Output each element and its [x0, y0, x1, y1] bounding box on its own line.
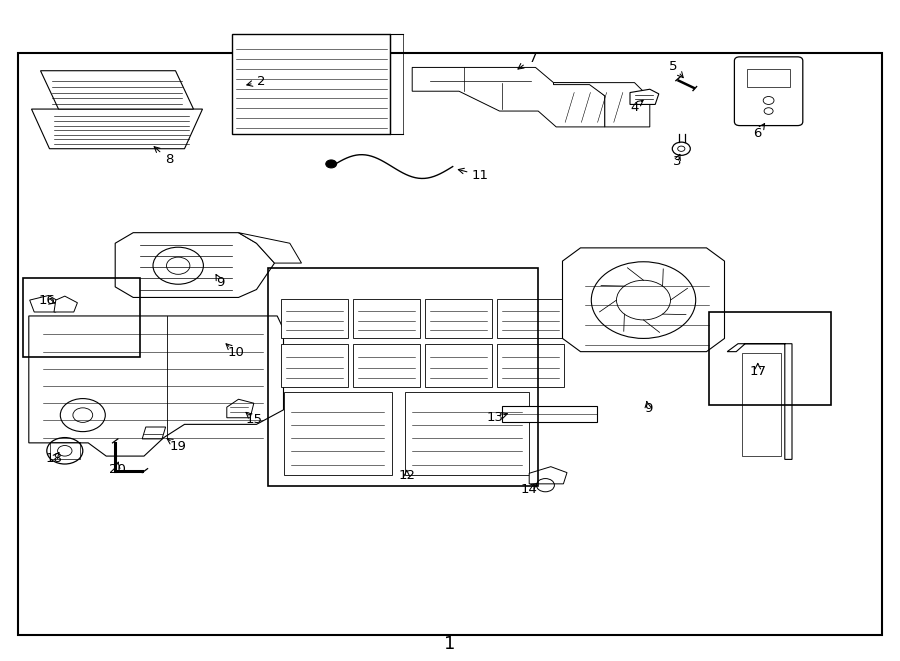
Bar — [405, 392, 529, 475]
Text: 5: 5 — [669, 59, 678, 73]
Polygon shape — [115, 233, 274, 297]
Text: 15: 15 — [246, 412, 262, 426]
Polygon shape — [529, 467, 567, 484]
Text: 12: 12 — [399, 469, 415, 483]
Bar — [268, 268, 538, 486]
Text: 7: 7 — [528, 52, 537, 65]
Bar — [50, 442, 80, 459]
Text: 9: 9 — [216, 276, 225, 290]
Text: 8: 8 — [165, 153, 174, 167]
Text: 14: 14 — [521, 483, 537, 496]
Polygon shape — [227, 399, 254, 418]
Text: 18: 18 — [46, 452, 62, 465]
Bar — [497, 299, 564, 338]
Polygon shape — [54, 296, 77, 312]
Bar — [502, 406, 597, 422]
Polygon shape — [29, 316, 284, 456]
Text: 6: 6 — [753, 127, 762, 140]
Polygon shape — [40, 71, 194, 109]
Bar — [747, 69, 790, 87]
Text: 10: 10 — [228, 346, 244, 360]
Polygon shape — [630, 89, 659, 104]
Text: 9: 9 — [644, 402, 652, 415]
Polygon shape — [238, 233, 302, 263]
Text: 13: 13 — [487, 411, 503, 424]
Bar — [284, 392, 392, 475]
FancyBboxPatch shape — [734, 57, 803, 126]
Bar — [22, 278, 140, 357]
Text: 20: 20 — [109, 463, 125, 476]
Text: 4: 4 — [630, 100, 639, 114]
Polygon shape — [554, 83, 650, 127]
Bar — [425, 299, 492, 338]
Bar — [281, 299, 348, 338]
Polygon shape — [727, 344, 792, 459]
Bar — [232, 34, 390, 134]
Text: 1: 1 — [445, 635, 455, 654]
Bar — [281, 344, 348, 387]
Text: 3: 3 — [672, 155, 681, 169]
Bar — [425, 344, 492, 387]
Text: 17: 17 — [750, 365, 766, 378]
Polygon shape — [412, 67, 605, 127]
Text: 16: 16 — [39, 294, 55, 307]
Circle shape — [326, 160, 337, 168]
Bar — [353, 344, 420, 387]
Bar — [709, 312, 831, 405]
Bar — [497, 344, 564, 387]
Polygon shape — [30, 295, 61, 312]
Text: 2: 2 — [256, 75, 266, 88]
Bar — [353, 299, 420, 338]
Polygon shape — [32, 109, 202, 149]
Text: 11: 11 — [472, 169, 488, 182]
Text: 19: 19 — [170, 440, 186, 453]
Polygon shape — [142, 427, 166, 439]
Polygon shape — [562, 248, 724, 352]
Bar — [18, 53, 882, 635]
